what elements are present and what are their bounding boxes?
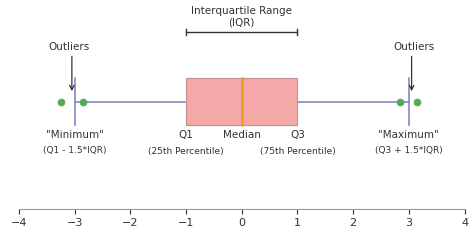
Text: Q3: Q3 xyxy=(290,131,305,141)
Text: "Maximum": "Maximum" xyxy=(378,131,439,141)
Text: Median: Median xyxy=(223,131,261,141)
Text: Outliers: Outliers xyxy=(394,42,435,52)
Text: (75th Percentile): (75th Percentile) xyxy=(260,147,335,156)
Bar xyxy=(186,78,298,125)
Text: (Q1 - 1.5*IQR): (Q1 - 1.5*IQR) xyxy=(43,146,106,155)
Text: "Minimum": "Minimum" xyxy=(46,131,104,141)
Text: (Q3 + 1.5*IQR): (Q3 + 1.5*IQR) xyxy=(375,146,443,155)
Text: Interquartile Range
(IQR): Interquartile Range (IQR) xyxy=(191,6,292,28)
Text: Outliers: Outliers xyxy=(48,42,90,52)
Text: Q1: Q1 xyxy=(179,131,193,141)
Text: (25th Percentile): (25th Percentile) xyxy=(148,147,224,156)
